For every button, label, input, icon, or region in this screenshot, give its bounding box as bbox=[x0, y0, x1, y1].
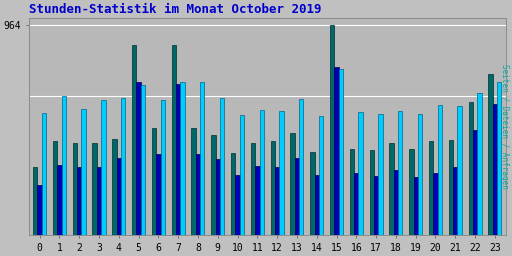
Bar bbox=[77, 167, 81, 235]
Bar bbox=[161, 100, 165, 235]
Bar bbox=[216, 159, 220, 235]
Bar bbox=[409, 149, 414, 235]
Bar bbox=[374, 176, 378, 235]
Bar bbox=[394, 169, 398, 235]
Bar bbox=[101, 100, 105, 235]
Bar bbox=[477, 93, 482, 235]
Bar bbox=[136, 82, 141, 235]
Bar bbox=[260, 110, 264, 235]
Bar bbox=[319, 116, 323, 235]
Bar bbox=[42, 113, 46, 235]
Bar bbox=[156, 154, 161, 235]
Bar bbox=[314, 175, 319, 235]
Bar bbox=[176, 83, 180, 235]
Bar bbox=[121, 98, 125, 235]
Bar bbox=[141, 85, 145, 235]
Bar bbox=[81, 109, 86, 235]
Bar bbox=[112, 139, 117, 235]
Bar bbox=[255, 166, 260, 235]
Bar bbox=[251, 143, 255, 235]
Bar bbox=[117, 158, 121, 235]
Bar bbox=[57, 165, 61, 235]
Bar bbox=[280, 111, 284, 235]
Bar bbox=[61, 95, 66, 235]
Bar bbox=[97, 167, 101, 235]
Bar bbox=[172, 46, 176, 235]
Bar bbox=[290, 133, 295, 235]
Bar bbox=[418, 114, 422, 235]
Bar bbox=[414, 177, 418, 235]
Bar bbox=[37, 185, 42, 235]
Y-axis label: Seiten / Dateien / Anfragen: Seiten / Dateien / Anfragen bbox=[500, 64, 508, 189]
Bar bbox=[200, 82, 204, 235]
Bar bbox=[457, 106, 462, 235]
Bar bbox=[433, 173, 438, 235]
Bar bbox=[488, 74, 493, 235]
Bar bbox=[473, 130, 477, 235]
Bar bbox=[378, 114, 382, 235]
Bar bbox=[211, 135, 216, 235]
Bar bbox=[354, 173, 358, 235]
Bar bbox=[497, 82, 501, 235]
Bar bbox=[468, 102, 473, 235]
Bar bbox=[240, 115, 244, 235]
Bar bbox=[132, 46, 136, 235]
Bar bbox=[339, 69, 343, 235]
Bar bbox=[358, 112, 363, 235]
Bar bbox=[53, 141, 57, 235]
Bar bbox=[152, 128, 156, 235]
Bar bbox=[398, 111, 402, 235]
Bar bbox=[370, 150, 374, 235]
Bar bbox=[93, 143, 97, 235]
Bar bbox=[231, 153, 236, 235]
Bar bbox=[389, 143, 394, 235]
Bar bbox=[196, 154, 200, 235]
Bar bbox=[191, 128, 196, 235]
Bar bbox=[180, 82, 185, 235]
Bar bbox=[330, 25, 334, 235]
Bar bbox=[236, 175, 240, 235]
Bar bbox=[310, 152, 314, 235]
Bar bbox=[33, 167, 37, 235]
Text: Stunden-Statistik im Monat October 2019: Stunden-Statistik im Monat October 2019 bbox=[29, 4, 321, 16]
Bar bbox=[220, 98, 224, 235]
Bar bbox=[299, 99, 304, 235]
Bar bbox=[73, 143, 77, 235]
Bar bbox=[429, 141, 433, 235]
Bar bbox=[438, 105, 442, 235]
Bar bbox=[449, 140, 453, 235]
Bar bbox=[334, 67, 339, 235]
Bar bbox=[295, 158, 299, 235]
Bar bbox=[271, 141, 275, 235]
Bar bbox=[350, 149, 354, 235]
Bar bbox=[493, 104, 497, 235]
Bar bbox=[453, 167, 457, 235]
Bar bbox=[275, 167, 280, 235]
